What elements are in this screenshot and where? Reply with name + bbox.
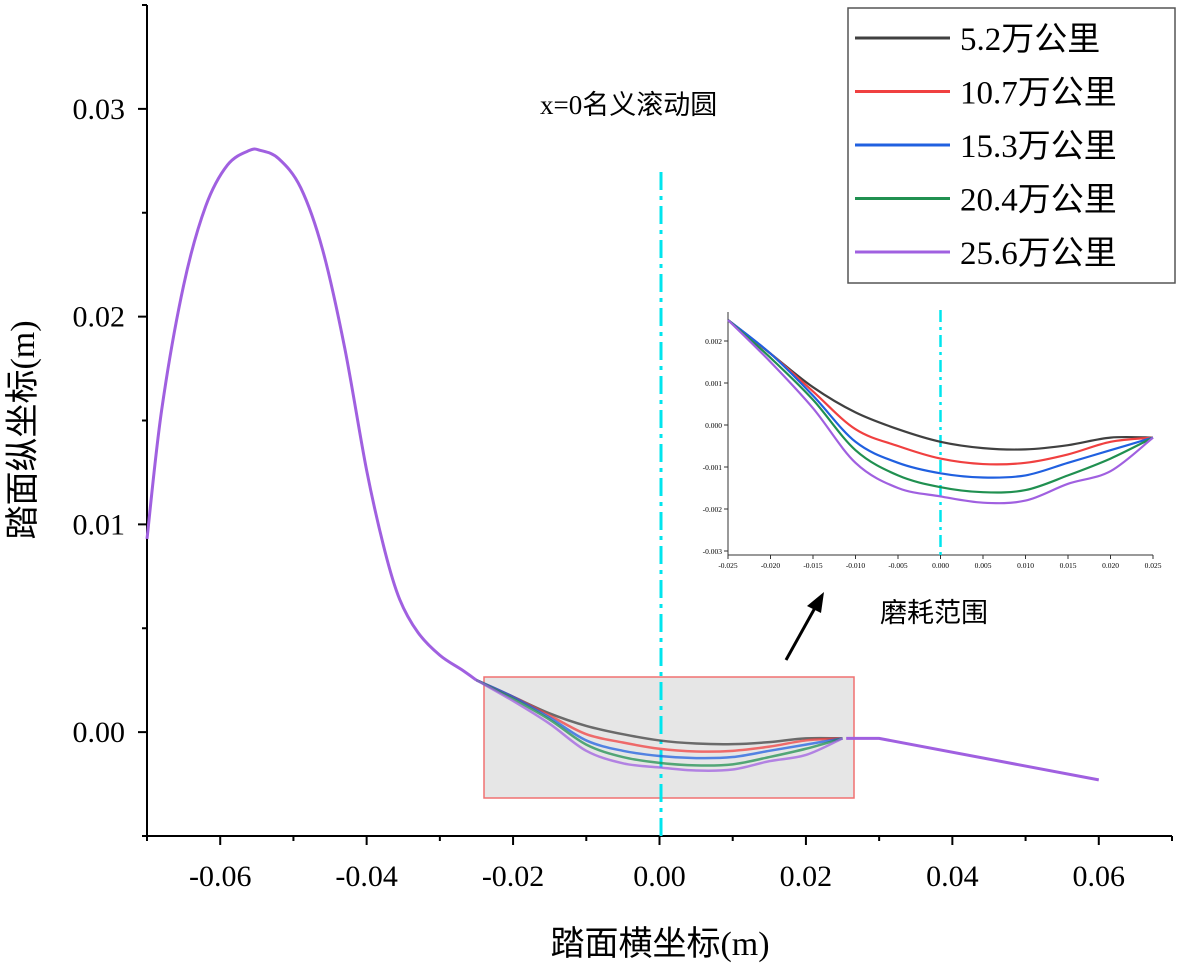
series-line-5: [475, 679, 844, 773]
inset-y-tick-label: 0.002: [705, 337, 722, 346]
x-tick-label: 0.04: [926, 860, 979, 893]
x-tick-label: -0.06: [189, 860, 252, 893]
y-tick-label: 0.00: [73, 716, 126, 749]
legend-label-4: 20.4万公里: [960, 183, 1117, 219]
inset-series-line-4: [727, 319, 1154, 494]
arrow-icon: [784, 592, 824, 661]
x-tick-label: -0.02: [482, 860, 545, 893]
series-line-4: [475, 679, 843, 767]
inset-y-tick-label: -0.001: [703, 463, 723, 472]
y-tick-label: 0.02: [73, 301, 126, 334]
zoom-region-box: [483, 676, 855, 799]
x-axis-label: 踏面横坐标(m): [550, 925, 769, 963]
x-tick-label: 0.06: [1073, 860, 1126, 893]
x-tick-label: 0.02: [780, 860, 833, 893]
inset-y-tick-label: -0.002: [703, 505, 723, 514]
inset-x-tick-label: 0.020: [1102, 561, 1119, 570]
x-tick-label: 0.00: [633, 860, 686, 893]
main-series: [145, 147, 1100, 782]
inset-x-tick-label: 0.000: [932, 561, 949, 570]
y-tick-label: 0.01: [73, 508, 126, 541]
y-axis-label: 踏面纵坐标(m): [4, 320, 42, 539]
series-line-3: [475, 679, 843, 760]
inset-x-tick-label: -0.020: [761, 561, 781, 570]
legend-label-1: 5.2万公里: [960, 22, 1100, 58]
inset-y-tick-label: -0.003: [703, 547, 723, 556]
inset-x-tick-label: 0.010: [1017, 561, 1034, 570]
inset-x-tick-label: -0.025: [718, 561, 738, 570]
inset-series-line-3: [727, 319, 1154, 479]
series-line-tail-profile: [846, 736, 1100, 782]
inset-y-tick-label: 0.000: [705, 421, 722, 430]
inset-y-tick-label: 0.001: [705, 379, 722, 388]
legend-label-5: 25.6万公里: [960, 236, 1117, 272]
inset-x-tick-label: 0.005: [975, 561, 992, 570]
legend: 5.2万公里 10.7万公里 15.3万公里 20.4万公里 25.6万公里: [847, 7, 1176, 284]
inset-x-tick-label: 0.025: [1145, 561, 1162, 570]
x-tick-label: -0.04: [335, 860, 398, 893]
legend-label-2: 10.7万公里: [960, 76, 1117, 112]
inset-x-tick-label: -0.005: [888, 561, 908, 570]
inset-series-line-1: [727, 319, 1154, 451]
inset-x-tick-label: -0.015: [803, 561, 823, 570]
inset-x-tick-label: -0.010: [846, 561, 866, 570]
main-axes: -0.06 -0.04 -0.02 0.00 0.02 0.04 0.060.000.010…: [73, 4, 1173, 893]
inset-series-line-2: [727, 319, 1154, 466]
legend-label-3: 15.3万公里: [960, 129, 1117, 165]
reference-line-label: x=0名义滚动圆: [540, 90, 717, 120]
inset-x-tick-label: 0.015: [1060, 561, 1077, 570]
inset-series-line-5: [727, 319, 1154, 505]
inset-chart: -0.025 -0.020 -0.015 -0.010 -0.005 0.000 0.005…: [703, 310, 1162, 570]
zoom-region-label: 磨耗范围: [880, 598, 988, 628]
series-line-common-profile: [145, 147, 478, 682]
y-tick-label: 0.03: [73, 93, 126, 126]
